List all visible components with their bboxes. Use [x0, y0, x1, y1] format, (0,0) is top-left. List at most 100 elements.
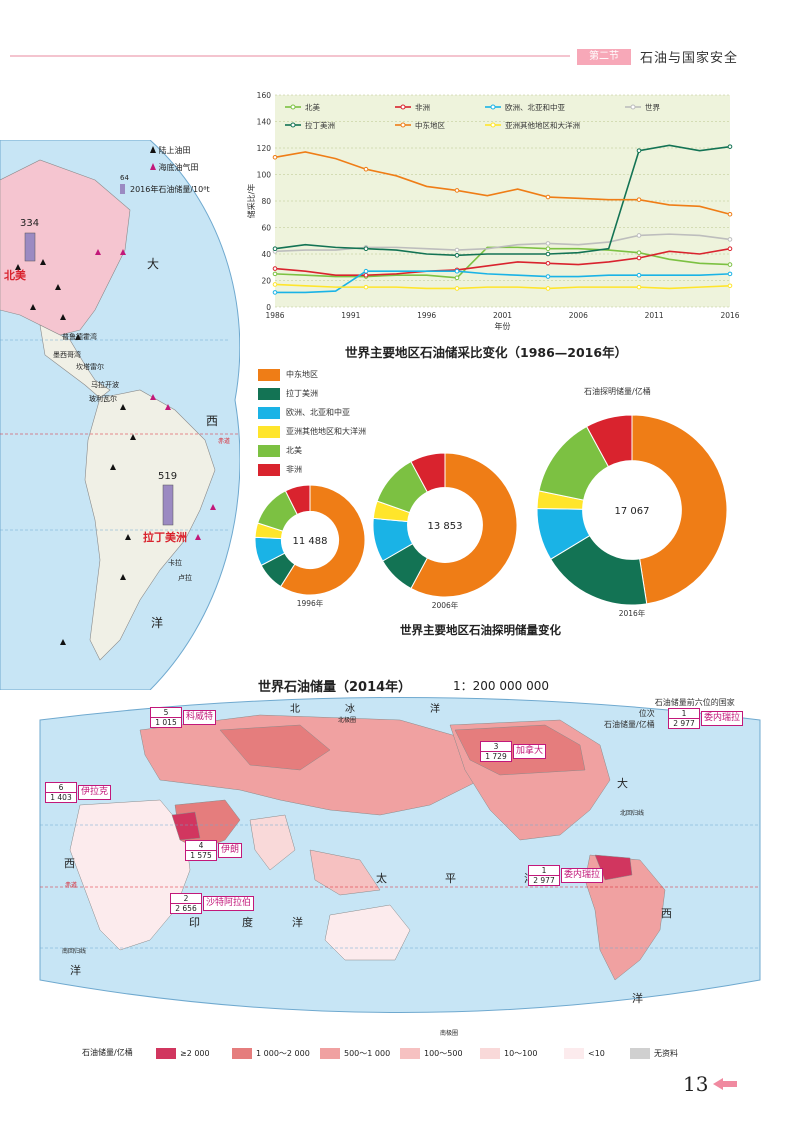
data-point [636, 272, 642, 278]
data-point [545, 274, 551, 279]
legend-marker [290, 104, 296, 110]
legend-swatch [564, 1048, 584, 1059]
page-number: 13 [683, 1072, 709, 1096]
proven-reserves-donuts: 11 488 1996年 13 853 2006年 17 067 2016年 [254, 414, 728, 618]
legend-swatch [400, 1048, 420, 1059]
legend-label: 欧洲、北亚和中亚 [505, 102, 565, 112]
data-point [727, 262, 733, 267]
legend-marker [400, 104, 406, 110]
data-point [727, 283, 733, 289]
legend-marker [490, 104, 496, 110]
ocean-char: 西 [206, 414, 219, 428]
data-point [545, 241, 551, 246]
legend-label: 亚洲其他地区和大洋洲 [286, 427, 366, 436]
ocean-char: 冰 [345, 704, 355, 715]
legend-label: 1 000～2 000 [256, 1049, 310, 1058]
legend-label: 拉丁美洲 [286, 389, 318, 398]
legend-label: 世界 [645, 102, 660, 112]
ocean-char: 大 [617, 777, 628, 790]
americas-oil-map [0, 140, 240, 690]
y-tick-label: 40 [261, 250, 271, 259]
callout-name: 沙特阿拉伯 [203, 896, 255, 911]
y-tick-label: 20 [261, 277, 271, 286]
data-point [454, 286, 460, 291]
x-tick-label: 2006 [569, 311, 588, 320]
data-point [272, 290, 278, 295]
data-point [454, 275, 460, 281]
legend-onshore: 陆上油田 [150, 145, 191, 156]
series-line-asia_pacific [274, 283, 731, 290]
field-label: 马拉开波 [91, 381, 119, 389]
field-label: 墨西哥湾 [53, 351, 81, 359]
data-point [545, 286, 551, 291]
legend-label: 10～100 [504, 1049, 538, 1058]
callout-value: 1 015 [150, 717, 182, 728]
y-tick-label: 100 [257, 171, 272, 180]
legend-swatch [232, 1048, 252, 1059]
data-point [545, 194, 551, 200]
legend-marker [630, 104, 636, 110]
ocean-char: 西 [661, 907, 672, 920]
latin-america-label: 拉丁美洲 [143, 531, 187, 544]
legend-label: 亚洲其他地区和大洋洲 [505, 120, 580, 130]
data-point [636, 233, 642, 238]
donut-year-label: 1996年 [297, 598, 324, 608]
series-line-middle_east [274, 151, 731, 216]
data-point [272, 246, 278, 251]
equator-label: 赤道 [65, 882, 78, 889]
ocean-char: 洋 [292, 916, 303, 929]
section-label: 第二节 [577, 49, 631, 65]
legend-swatch [258, 369, 280, 381]
data-point [727, 246, 733, 251]
donut-year-label: 2006年 [432, 600, 459, 610]
x-tick-label: 1986 [265, 311, 284, 320]
data-point [272, 154, 278, 160]
tropic-label: 北回归线 [620, 810, 645, 817]
north-america-value: 334 [20, 218, 40, 229]
y-tick-label: 120 [257, 144, 272, 153]
world-map-scale: 1：200 000 000 [453, 679, 549, 693]
x-tick-label: 1996 [417, 311, 436, 320]
legend-label: 北美 [305, 102, 320, 112]
donut-slice-middle_east [279, 484, 366, 596]
legend-label: 无资料 [654, 1049, 678, 1058]
page-arrow-icon [713, 1078, 737, 1090]
y-tick-label: 140 [257, 118, 272, 127]
callout-value: 1 403 [45, 792, 77, 803]
data-point [636, 250, 642, 255]
data-point [454, 247, 460, 253]
y-tick-label: 160 [257, 91, 272, 100]
ocean-char: 平 [445, 872, 456, 885]
callout-value: 2 656 [170, 903, 202, 914]
callout-name: 科威特 [183, 710, 217, 725]
data-point [545, 260, 551, 266]
north-america-label: 北美 [4, 269, 26, 282]
equator-label: 赤道 [218, 438, 231, 445]
world-oil-reserves-map [39, 697, 761, 1013]
x-tick-label: 2001 [493, 311, 512, 320]
data-point [363, 166, 369, 172]
y-tick-label: 60 [261, 224, 271, 233]
legend-label: ≥2 000 [180, 1049, 210, 1058]
field-label: 卡拉 [168, 559, 182, 567]
callout-value: 1 729 [480, 751, 512, 762]
ocean-char: 大 [147, 257, 160, 271]
legend-label: 500～1 000 [344, 1049, 391, 1058]
field-label: 普鲁德霍湾 [62, 333, 97, 341]
arctic-circle-label: 北极圈 [338, 717, 357, 724]
ocean-char: 北 [290, 704, 300, 715]
legend-label: 非洲 [286, 465, 302, 474]
data-point [727, 271, 733, 277]
donut-total-label: 13 853 [428, 521, 463, 532]
legend-label: 北美 [286, 446, 302, 455]
callout-name: 伊拉克 [78, 785, 112, 800]
x-tick-label: 1991 [341, 311, 360, 320]
line-chart-title: 世界主要地区石油储采比变化（1986—2016年） [345, 345, 628, 360]
world-map-legend: 石油储量/亿桶 ≥2 000 1 000～2 000 500～1 000 100～500… [82, 1047, 702, 1063]
world-map-title: 世界石油储量（2014年） [258, 680, 412, 695]
ocean-char: 度 [242, 916, 253, 929]
data-point [636, 255, 642, 261]
legend-marker [490, 122, 496, 128]
data-point [727, 237, 733, 242]
legend-label: 非洲 [415, 102, 430, 112]
